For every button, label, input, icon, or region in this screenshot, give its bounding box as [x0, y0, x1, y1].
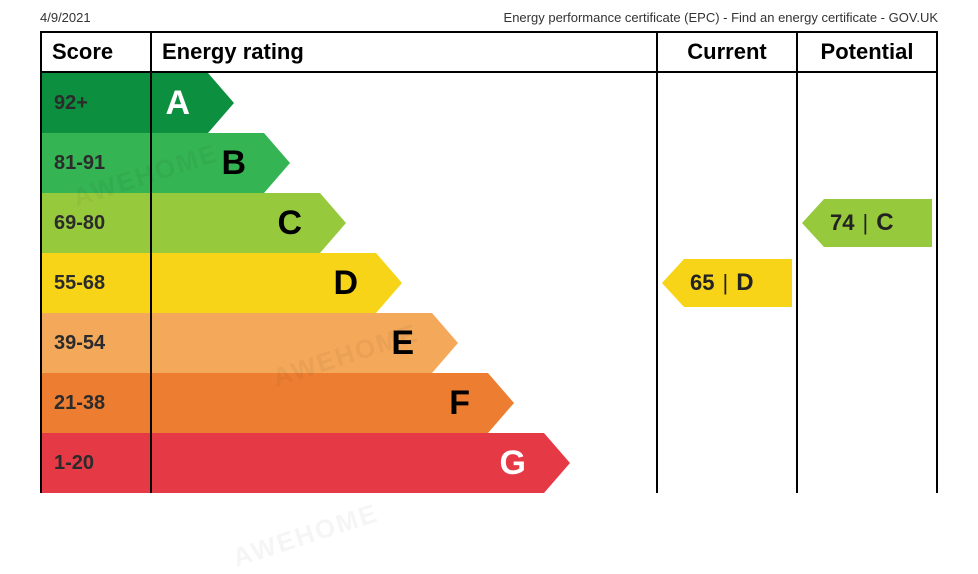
- col-header-current: Current: [656, 33, 796, 71]
- watermark: AWEHOME: [229, 497, 382, 573]
- rating-letter: A: [165, 84, 190, 123]
- bar-arrow-icon: [488, 373, 514, 433]
- current-cell: [656, 313, 796, 373]
- band-row-c: 69-80 C 74 | C: [42, 193, 936, 253]
- potential-cell: [796, 313, 936, 373]
- potential-tag: 74 | C: [824, 199, 932, 247]
- tag-score: 65: [690, 270, 714, 296]
- column-headers: Score Energy rating Current Potential: [42, 33, 936, 73]
- rating-cell: C: [152, 193, 656, 253]
- rating-cell: B: [152, 133, 656, 193]
- band-row-e: 39-54 E: [42, 313, 936, 373]
- rating-letter: G: [500, 444, 526, 483]
- current-cell: [656, 193, 796, 253]
- band-row-f: 21-38 F: [42, 373, 936, 433]
- potential-cell: [796, 73, 936, 133]
- col-header-rating: Energy rating: [152, 33, 656, 71]
- col-header-score: Score: [42, 33, 152, 71]
- current-cell: [656, 73, 796, 133]
- bar-arrow-icon: [432, 313, 458, 373]
- score-range: 1-20: [42, 433, 152, 493]
- score-range: 81-91: [42, 133, 152, 193]
- rating-letter: B: [221, 144, 246, 183]
- tag-separator: |: [862, 210, 868, 236]
- bar-arrow-icon: [376, 253, 402, 313]
- tag-score: 74: [830, 210, 854, 236]
- tag-letter: D: [736, 269, 753, 297]
- header-title: Energy performance certificate (EPC) - F…: [504, 10, 938, 25]
- tag-arrow-icon: [662, 259, 684, 307]
- current-cell: [656, 133, 796, 193]
- potential-cell: [796, 373, 936, 433]
- rating-letter: D: [333, 264, 358, 303]
- bar-arrow-icon: [544, 433, 570, 493]
- col-header-potential: Potential: [796, 33, 936, 71]
- bar-arrow-icon: [320, 193, 346, 253]
- tag-letter: C: [876, 209, 893, 237]
- rating-letter: C: [277, 204, 302, 243]
- score-range: 69-80: [42, 193, 152, 253]
- rating-cell: F: [152, 373, 656, 433]
- score-range: 21-38: [42, 373, 152, 433]
- current-cell: 65 | D: [656, 253, 796, 313]
- current-cell: [656, 373, 796, 433]
- potential-cell: [796, 433, 936, 493]
- rating-cell: A: [152, 73, 656, 133]
- current-tag: 65 | D: [684, 259, 792, 307]
- score-range: 55-68: [42, 253, 152, 313]
- potential-cell: [796, 133, 936, 193]
- rating-cell: D: [152, 253, 656, 313]
- bar-arrow-icon: [208, 73, 234, 133]
- rating-letter: F: [449, 384, 470, 423]
- score-range: 92+: [42, 73, 152, 133]
- current-cell: [656, 433, 796, 493]
- page-header: 4/9/2021 Energy performance certificate …: [40, 10, 938, 25]
- tag-arrow-icon: [802, 199, 824, 247]
- rating-letter: E: [391, 324, 414, 363]
- header-date: 4/9/2021: [40, 10, 91, 25]
- epc-chart: Score Energy rating Current Potential 92…: [40, 31, 938, 493]
- potential-cell: [796, 253, 936, 313]
- tag-separator: |: [722, 270, 728, 296]
- bar-arrow-icon: [264, 133, 290, 193]
- potential-cell: 74 | C: [796, 193, 936, 253]
- band-row-a: 92+ A: [42, 73, 936, 133]
- rating-cell: G: [152, 433, 656, 493]
- band-row-g: 1-20 G: [42, 433, 936, 493]
- chart-rows: 92+ A 81-91 B 69-80 C 74 | C 55-68 D 65 | D 39-54 E 21-3…: [42, 73, 936, 493]
- score-range: 39-54: [42, 313, 152, 373]
- band-row-d: 55-68 D 65 | D: [42, 253, 936, 313]
- band-row-b: 81-91 B: [42, 133, 936, 193]
- rating-cell: E: [152, 313, 656, 373]
